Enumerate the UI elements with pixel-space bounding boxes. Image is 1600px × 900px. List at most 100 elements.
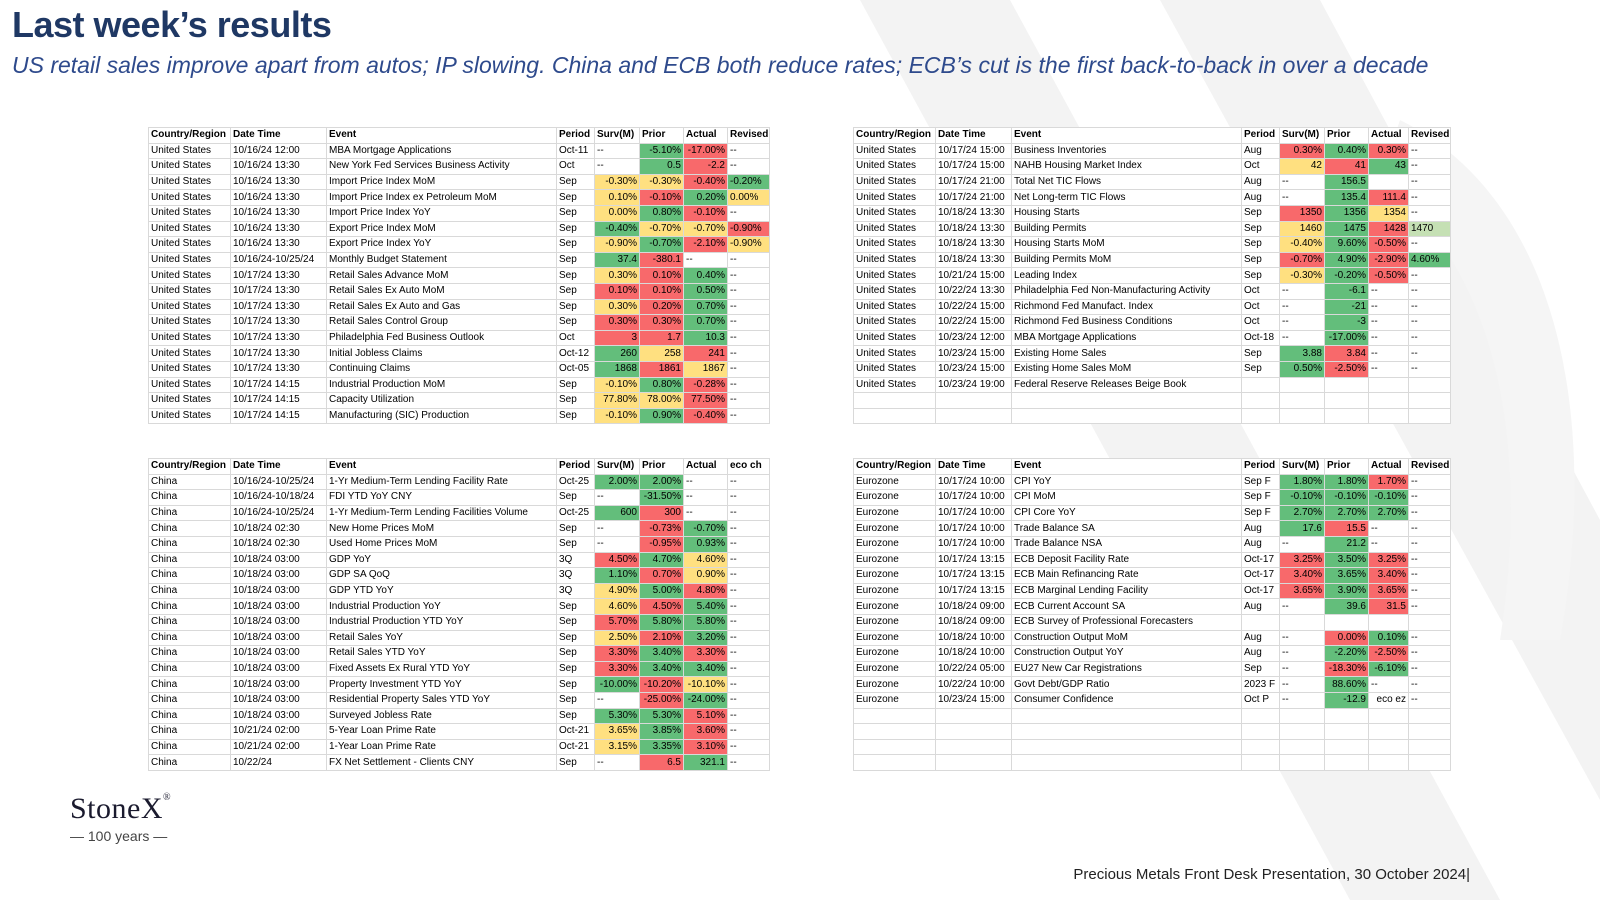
cell-revised: -- — [727, 520, 770, 537]
cell-datetime: 10/22/24 05:00 — [935, 660, 1012, 678]
table-row: China 10/21/24 02:00 5-Year Loan Prime Rat… — [148, 723, 770, 740]
cell-event: Philadelphia Fed Business Outlook — [326, 329, 557, 347]
cell-prior: 2.10% — [639, 629, 684, 647]
cell-datetime: 10/16/24 12:00 — [230, 142, 327, 160]
cell-event: Export Price Index YoY — [326, 236, 557, 253]
cell-period: Aug — [1241, 535, 1280, 553]
cell-country: United States — [853, 189, 936, 206]
table-row: Eurozone 10/18/24 10:00 Construction Outpu… — [853, 629, 1451, 647]
footer-caption: Precious Metals Front Desk Presentation,… — [1073, 866, 1470, 883]
cell-country: China — [148, 691, 231, 709]
cell-prior: 15.5 — [1324, 520, 1369, 537]
cell-prior: 0.10% — [639, 282, 684, 300]
cell-period: 3Q — [556, 582, 595, 600]
cell-country — [853, 738, 936, 756]
cell-revised: -- — [727, 551, 770, 569]
header-surv: Surv(M) — [594, 458, 640, 475]
cell-prior: 0.5 — [639, 158, 684, 175]
cell-revised: -0.90% — [727, 220, 770, 238]
cell-country: United States — [148, 158, 231, 175]
cell-event: Federal Reserve Releases Beige Book — [1011, 376, 1242, 394]
cell-actual: 0.70% — [683, 298, 728, 316]
cell-datetime: 10/18/24 03:00 — [230, 629, 327, 647]
cell-event: Retail Sales Ex Auto and Gas — [326, 298, 557, 316]
cell-period: Sep — [556, 407, 595, 425]
cell-revised: -- — [1408, 158, 1451, 175]
cell-surv: -- — [1279, 329, 1325, 347]
cell-actual — [1368, 707, 1409, 725]
cell-revised: -- — [727, 707, 770, 725]
cell-datetime: 10/18/24 02:30 — [230, 520, 327, 537]
cell-actual — [1368, 754, 1409, 771]
cell-surv: 2.50% — [594, 629, 640, 647]
cell-prior: 1475 — [1324, 220, 1369, 238]
cell-event: 1-Yr Medium-Term Lending Facilities Volu… — [326, 504, 557, 522]
cell-event: Govt Debt/GDP Ratio — [1011, 676, 1242, 693]
cell-event: ECB Main Refinancing Rate — [1011, 567, 1242, 584]
table-row: United States 10/17/24 21:00 Net Long-term… — [853, 189, 1451, 206]
cell-datetime: 10/16/24-10/25/24 — [230, 473, 327, 491]
cell-period: Aug — [1241, 189, 1280, 206]
cell-datetime: 10/17/24 10:00 — [935, 473, 1012, 491]
cell-event: New York Fed Services Business Activity — [326, 158, 557, 175]
cell-datetime — [935, 723, 1012, 740]
table-row: United States 10/16/24 13:30 New York Fed … — [148, 158, 770, 175]
cell-revised: -- — [1408, 535, 1451, 553]
cell-prior: 0.00% — [1324, 629, 1369, 647]
cell-surv: 3.25% — [1279, 551, 1325, 569]
cell-country: United States — [853, 282, 936, 300]
cell-revised: -- — [727, 676, 770, 693]
cell-country: United States — [148, 298, 231, 316]
cell-event: ECB Survey of Professional Forecasters — [1011, 613, 1242, 631]
cell-actual: 3.10% — [683, 738, 728, 756]
cell-revised: -- — [727, 407, 770, 425]
cell-surv — [1279, 376, 1325, 394]
cell-revised: -- — [1408, 204, 1451, 222]
cell-country: United States — [148, 329, 231, 347]
cell-revised — [1408, 613, 1451, 631]
cell-surv: 3.65% — [594, 723, 640, 740]
header-datetime: Date Time — [230, 458, 327, 475]
cell-event: Net Long-term TIC Flows — [1011, 189, 1242, 206]
cell-event: ECB Marginal Lending Facility — [1011, 582, 1242, 600]
cell-event: Initial Jobless Claims — [326, 345, 557, 362]
header-datetime: Date Time — [230, 127, 327, 144]
cell-period: Oct — [556, 158, 595, 175]
cell-revised: -- — [1408, 645, 1451, 662]
cell-period: Sep — [556, 707, 595, 725]
cell-country: Eurozone — [853, 676, 936, 693]
table-row: United States 10/16/24 13:30 Import Price … — [148, 204, 770, 222]
cell-period — [1241, 392, 1280, 409]
cell-revised — [1408, 407, 1451, 425]
cell-period — [1241, 376, 1280, 394]
cell-actual — [1368, 392, 1409, 409]
cell-surv: -- — [1279, 645, 1325, 662]
cell-revised: -- — [1408, 298, 1451, 316]
cell-surv: 4.60% — [594, 598, 640, 615]
cell-period: Sep — [556, 520, 595, 537]
cell-period: Sep — [556, 376, 595, 394]
cell-actual: -- — [1368, 345, 1409, 362]
cell-prior: 1861 — [639, 360, 684, 378]
header-prior: Prior — [1324, 458, 1369, 475]
cell-country: China — [148, 645, 231, 662]
cell-surv: 17.6 — [1279, 520, 1325, 537]
cell-datetime: 10/17/24 21:00 — [935, 173, 1012, 191]
cell-period: Sep — [556, 754, 595, 771]
cell-revised: -- — [727, 613, 770, 631]
table-row: United States 10/18/24 13:30 Building Perm… — [853, 251, 1451, 269]
cell-country: Eurozone — [853, 645, 936, 662]
cell-period — [1241, 613, 1280, 631]
cell-event: Existing Home Sales MoM — [1011, 360, 1242, 378]
cell-country: China — [148, 738, 231, 756]
cell-revised: -- — [727, 204, 770, 222]
cell-surv: 77.80% — [594, 392, 640, 409]
cell-datetime: 10/18/24 03:00 — [230, 551, 327, 569]
cell-country: United States — [853, 376, 936, 394]
cell-country: China — [148, 520, 231, 537]
cell-revised — [1408, 376, 1451, 394]
cell-revised: -- — [1408, 520, 1451, 537]
cell-period: Sep — [556, 489, 595, 506]
cell-datetime: 10/18/24 03:00 — [230, 598, 327, 615]
cell-period — [1241, 754, 1280, 771]
